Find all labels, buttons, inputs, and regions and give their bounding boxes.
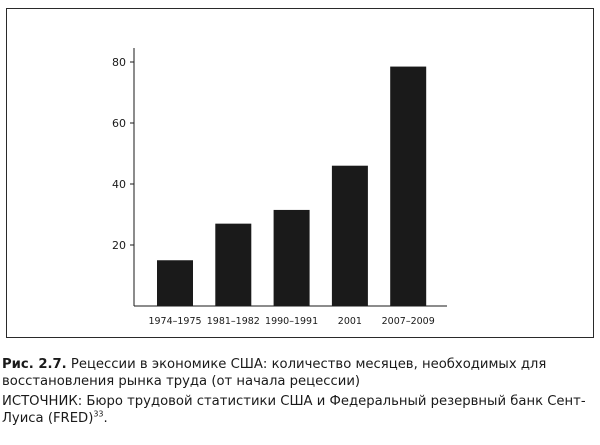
y-tick-label: 20 [112, 239, 126, 252]
bar [215, 223, 252, 306]
bar [157, 260, 193, 306]
x-tick-label: 1990–1991 [265, 316, 318, 327]
bars [157, 66, 427, 306]
bar [273, 209, 310, 306]
y-tick-label: 40 [112, 178, 126, 191]
figure-caption-text: Рецессии в экономике США: количество мес… [2, 357, 547, 389]
bar-chart: 20 40 60 80 1974–1975 1981–1982 1990–1991 2001… [112, 48, 447, 327]
x-tick-label: 1974–1975 [148, 316, 201, 327]
footnote-ref: 33 [93, 409, 104, 419]
figure-source: ИСТОЧНИК: Бюро трудовой статистики США и… [2, 393, 598, 427]
x-tick-label: 2001 [338, 316, 362, 327]
bar [331, 165, 368, 306]
figure-caption: Рис. 2.7. Рецессии в экономике США: коли… [2, 356, 598, 390]
figure-source-text: ИСТОЧНИК: Бюро трудовой статистики США и… [2, 394, 586, 426]
x-tick-label: 1981–1982 [207, 316, 260, 327]
x-axis-labels: 1974–1975 1981–1982 1990–1991 2001 2007–2009 [148, 316, 434, 327]
y-axis-ticks: 20 40 60 80 [112, 56, 134, 252]
figure-caption-label: Рис. 2.7. [2, 357, 67, 372]
chart-frame: 20 40 60 80 1974–1975 1981–1982 1990–1991 2001… [6, 8, 594, 338]
y-tick-label: 80 [112, 56, 126, 69]
figure-source-end: . [103, 411, 108, 426]
x-tick-label: 2007–2009 [382, 316, 435, 327]
y-tick-label: 60 [112, 117, 126, 130]
bar [390, 66, 427, 306]
